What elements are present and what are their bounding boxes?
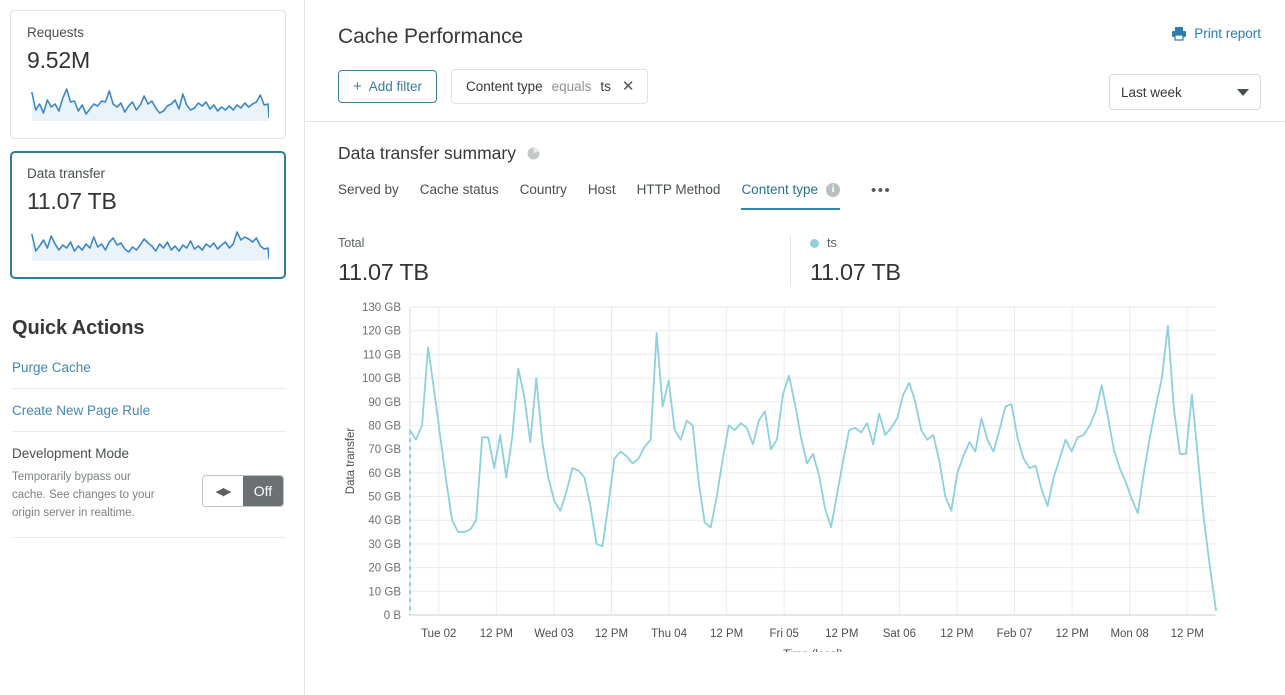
series-label: ts: [827, 236, 837, 250]
tab-country[interactable]: Country: [520, 182, 567, 210]
svg-text:80 GB: 80 GB: [368, 420, 401, 432]
svg-text:Mon 08: Mon 08: [1110, 628, 1148, 640]
tab-label: Host: [587, 182, 616, 197]
metric-value: 9.52M: [27, 47, 90, 74]
create-new-page-rule-link[interactable]: Create New Page Rule: [12, 389, 286, 433]
development-mode-section: Development Mode Temporarily bypass our …: [12, 432, 286, 538]
total-block-ts: ts 11.07 TB: [790, 236, 1242, 286]
print-report-label: Print report: [1194, 26, 1261, 41]
legend-dot-icon: [810, 238, 819, 248]
plus-icon: +: [353, 77, 362, 95]
purge-cache-link[interactable]: Purge Cache: [12, 360, 286, 390]
left-right-arrows-icon: ◀▶: [203, 476, 243, 507]
toggle-state-label: Off: [243, 476, 283, 507]
svg-text:130 GB: 130 GB: [362, 302, 401, 314]
chart-svg[interactable]: 0 B 10 GB 20 GB 30 GB 40 GB 50 GB 60 GB 70 GB 80…: [338, 297, 1228, 652]
series-label-row: ts: [810, 236, 1242, 250]
tab-http-method[interactable]: HTTP Method: [637, 182, 721, 210]
print-report-button[interactable]: Print report: [1171, 26, 1261, 41]
ellipsis-icon[interactable]: •••: [871, 182, 892, 199]
data-transfer-summary: Data transfer summary Served by Cache st…: [305, 122, 1285, 652]
tab-host[interactable]: Host: [588, 182, 616, 210]
tab-label: Country: [519, 182, 567, 197]
quick-actions-title: Quick Actions: [12, 317, 145, 340]
tab-label: Cache status: [419, 182, 499, 197]
total-label: Total: [338, 236, 365, 250]
metric-card-requests[interactable]: Requests 9.52M: [10, 10, 286, 139]
total-block-all: Total 11.07 TB: [338, 236, 790, 286]
svg-text:70 GB: 70 GB: [368, 444, 401, 456]
tab-label: HTTP Method: [636, 182, 721, 197]
sidebar: Requests 9.52M Data transfer 11.07 TB Qu…: [0, 0, 305, 695]
svg-text:20 GB: 20 GB: [368, 563, 401, 575]
svg-text:Sat 06: Sat 06: [883, 628, 916, 640]
filter-operator: equals: [551, 79, 592, 94]
filter-row: + Add filter Content type equals ts ✕: [338, 69, 1261, 104]
svg-text:0 B: 0 B: [384, 610, 402, 622]
svg-text:100 GB: 100 GB: [362, 373, 401, 385]
svg-text:Thu 04: Thu 04: [651, 628, 687, 640]
metric-value: 11.07 TB: [27, 187, 117, 214]
svg-text:Wed 03: Wed 03: [534, 628, 573, 640]
chevron-down-icon: [1237, 88, 1249, 96]
main-header: Cache Performance Print report + Add fil…: [305, 0, 1285, 122]
total-value: 11.07 TB: [338, 259, 429, 285]
svg-text:12 PM: 12 PM: [940, 628, 973, 640]
metric-card-data-transfer[interactable]: Data transfer 11.07 TB: [10, 150, 286, 280]
svg-text:110 GB: 110 GB: [363, 349, 401, 361]
add-filter-button[interactable]: + Add filter: [338, 70, 438, 103]
svg-text:10 GB: 10 GB: [368, 586, 401, 598]
filter-field: Content type: [466, 79, 543, 94]
summary-tabs: Served by Cache status Country Host HTTP…: [338, 182, 1261, 210]
svg-text:Time (local): Time (local): [783, 649, 843, 652]
tab-cache-status[interactable]: Cache status: [420, 182, 499, 210]
svg-text:90 GB: 90 GB: [368, 397, 401, 409]
svg-text:40 GB: 40 GB: [368, 515, 401, 527]
date-range-value: Last week: [1121, 84, 1182, 100]
filter-value: ts: [600, 79, 611, 94]
data-transfer-chart[interactable]: 0 B 10 GB 20 GB 30 GB 40 GB 50 GB 60 GB 70 GB 80…: [338, 297, 1261, 652]
svg-text:Tue 02: Tue 02: [421, 628, 456, 640]
svg-text:30 GB: 30 GB: [368, 539, 401, 551]
svg-text:12 PM: 12 PM: [710, 628, 743, 640]
svg-text:12 PM: 12 PM: [480, 628, 513, 640]
svg-text:Feb 07: Feb 07: [997, 628, 1033, 640]
close-icon[interactable]: ✕: [621, 78, 635, 95]
summary-title: Data transfer summary: [338, 143, 516, 163]
sparkline-icon: [31, 231, 269, 262]
tab-label: Served by: [338, 182, 399, 197]
tab-content-type[interactable]: Content type i: [741, 182, 840, 210]
development-mode-toggle[interactable]: ◀▶ Off: [202, 475, 284, 508]
svg-text:12 PM: 12 PM: [1171, 628, 1204, 640]
totals-row: Total 11.07 TB ts 11.07 TB: [338, 236, 1261, 286]
svg-text:Data transfer: Data transfer: [345, 428, 357, 495]
metric-label: Requests: [27, 25, 85, 40]
svg-text:60 GB: 60 GB: [368, 468, 401, 480]
filter-pill-content-type[interactable]: Content type equals ts ✕: [451, 69, 648, 104]
add-filter-label: Add filter: [368, 79, 423, 94]
svg-text:50 GB: 50 GB: [368, 492, 401, 504]
date-range-select[interactable]: Last week: [1109, 74, 1261, 110]
printer-icon: [1172, 27, 1187, 41]
series-value: 11.07 TB: [810, 259, 901, 285]
page-title: Cache Performance: [338, 25, 524, 48]
svg-text:12 PM: 12 PM: [595, 628, 628, 640]
main-content: Cache Performance Print report + Add fil…: [305, 0, 1285, 695]
svg-text:120 GB: 120 GB: [362, 326, 401, 338]
development-mode-description: Temporarily bypass our cache. See change…: [12, 471, 155, 519]
pie-chart-icon: [527, 147, 540, 160]
quick-actions-list: Purge Cache Create New Page Rule Develop…: [12, 360, 286, 538]
development-mode-title: Development Mode: [12, 446, 130, 462]
metric-label: Data transfer: [27, 165, 106, 181]
svg-text:12 PM: 12 PM: [825, 628, 858, 640]
svg-text:Fri 05: Fri 05: [770, 628, 799, 640]
tab-served-by[interactable]: Served by: [338, 182, 399, 210]
sparkline-icon: [31, 87, 269, 121]
tab-label: Content type: [741, 182, 818, 197]
info-icon[interactable]: i: [826, 182, 840, 197]
svg-text:12 PM: 12 PM: [1055, 628, 1088, 640]
